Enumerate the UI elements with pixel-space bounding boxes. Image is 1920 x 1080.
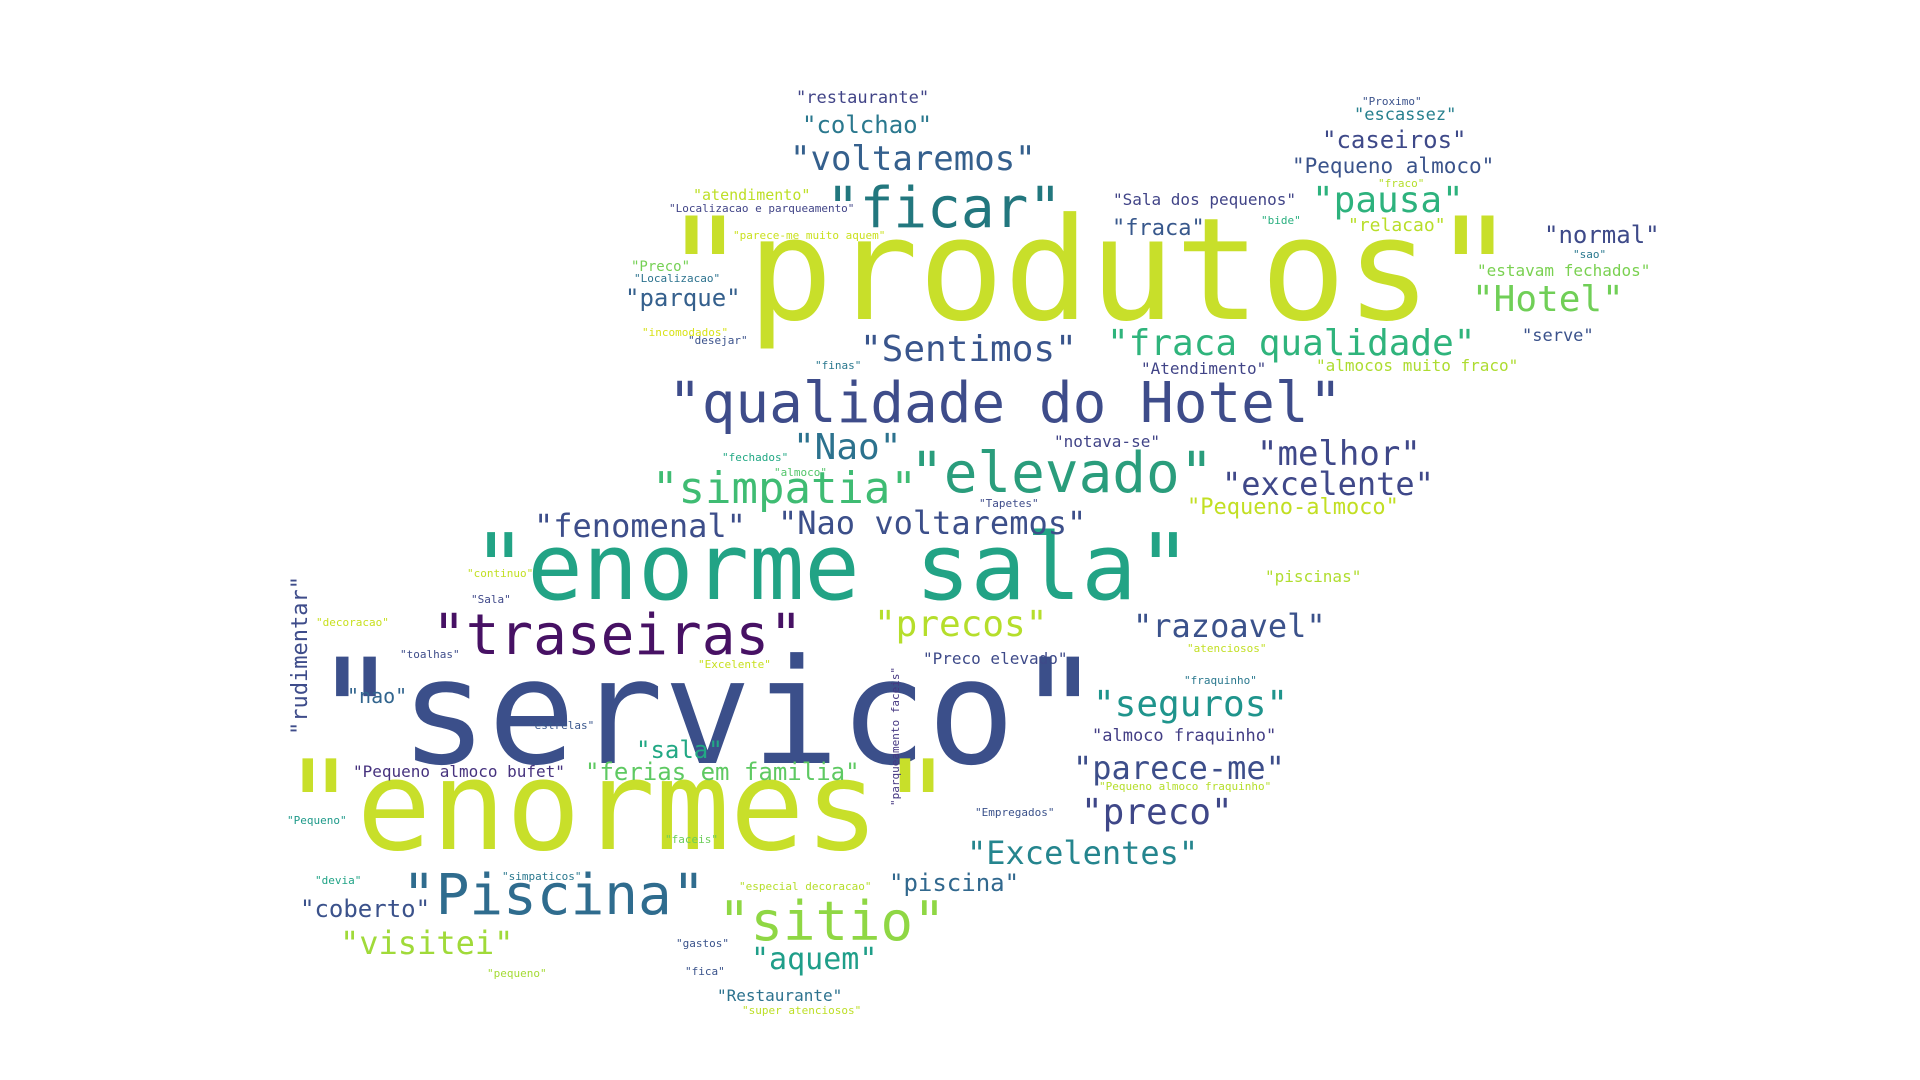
word: "Localizacao e parqueamento" — [669, 202, 855, 215]
word: "Pequeno almoco fraquinho" — [1099, 780, 1272, 793]
word: "serve" — [1522, 326, 1594, 346]
word: "Nao voltaremos" — [778, 504, 1087, 542]
word: "almoco" — [774, 466, 827, 479]
word: "Localizacao" — [634, 272, 721, 285]
word: "melhor" — [1257, 434, 1421, 474]
word: "fraco" — [1378, 177, 1425, 190]
word: "desejar" — [688, 334, 748, 347]
word: "parqueamento faceis" — [889, 666, 902, 806]
word: "elevado" — [910, 441, 1214, 506]
word: "Empregados" — [975, 806, 1055, 819]
word: "escassez" — [1354, 105, 1457, 125]
word: "Piscina" — [402, 863, 706, 928]
word: "almocos muito fraco" — [1316, 356, 1519, 375]
word: "Nao" — [793, 427, 902, 468]
word: "parque" — [625, 284, 741, 312]
word: "restaurante" — [796, 88, 930, 108]
word: "precos" — [874, 604, 1048, 645]
word: "incomodados" — [642, 326, 729, 339]
word: "piscinas" — [1265, 567, 1362, 586]
word: "atenciosos" — [1187, 642, 1267, 655]
word: "atendimento" — [693, 186, 811, 204]
word: "devia" — [315, 874, 362, 887]
word: "almoco fraquinho" — [1092, 726, 1277, 746]
word: "enormes" — [282, 735, 954, 879]
word: "estrelas" — [528, 719, 595, 732]
word: "super atenciosos" — [742, 1004, 862, 1017]
word: "parece-me muito aquem" — [733, 229, 886, 242]
word: "enorme sala" — [472, 514, 1193, 621]
word: "simpatia" — [652, 463, 917, 514]
word: "Preco elevado" — [923, 649, 1068, 668]
word: "Excelentes" — [967, 834, 1199, 872]
word: "sao" — [1573, 248, 1607, 261]
word: "voltaremos" — [790, 139, 1036, 179]
word: "Pequeno almoco bufet" — [353, 762, 565, 781]
word: "fraquinho" — [1184, 674, 1257, 687]
word: "fica" — [685, 965, 725, 978]
word: "Proximo" — [1362, 95, 1422, 108]
word: "pausa" — [1312, 180, 1464, 221]
word: "toalhas" — [400, 648, 460, 661]
word: "Hotel" — [1472, 279, 1624, 320]
word: "finas" — [815, 359, 862, 372]
word: "continuo" — [467, 567, 534, 580]
word: "piscina" — [889, 869, 1020, 897]
word: "Sala" — [471, 593, 511, 606]
word: "fraca qualidade" — [1107, 323, 1476, 364]
word: "caseiros" — [1322, 126, 1467, 154]
word: "traseiras" — [432, 603, 803, 668]
word: "Tapetes" — [979, 497, 1039, 510]
word: "Sala dos pequenos" — [1113, 190, 1297, 209]
word: "preco" — [1081, 792, 1233, 833]
word: "simpaticos" — [502, 870, 582, 883]
word: "ficar" — [826, 176, 1063, 241]
word: "produtos" — [662, 188, 1517, 353]
word: "coberto" — [300, 895, 431, 923]
word: "nao" — [347, 684, 408, 708]
word: "Pequeno almoco" — [1292, 154, 1495, 178]
word: "normal" — [1544, 221, 1660, 249]
word: "Sentimos" — [860, 329, 1077, 370]
word: "razoavel" — [1133, 607, 1326, 645]
word: "sitio" — [718, 890, 946, 953]
word: "visitei" — [340, 924, 514, 962]
word: "decoracao" — [316, 616, 389, 629]
word: "gastos" — [676, 937, 729, 950]
word: "bide" — [1261, 214, 1301, 227]
word: "excelente" — [1222, 465, 1434, 503]
word: "Restaurante" — [717, 986, 843, 1005]
word: "rudimentar" — [288, 576, 313, 735]
word: "fechados" — [722, 451, 789, 464]
word: "pequeno" — [487, 967, 547, 980]
word: "Pequeno" — [287, 814, 347, 827]
word: "especial decoracao" — [739, 880, 872, 893]
word: "fenomenal" — [534, 507, 746, 545]
word: "notava-se" — [1054, 432, 1160, 451]
word: "Pequeno-almoco" — [1187, 495, 1399, 520]
word: "parece-me" — [1073, 749, 1285, 787]
word: "colchao" — [802, 111, 933, 139]
word: "ferias em familia" — [585, 758, 860, 786]
word: "Excelente" — [698, 658, 771, 671]
word: "fraca" — [1112, 216, 1205, 241]
word: "aquem" — [751, 942, 878, 977]
word: "seguros" — [1093, 684, 1289, 725]
word: "estavam fechados" — [1477, 261, 1651, 280]
word: "sala" — [636, 736, 723, 764]
word: "Atendimento" — [1141, 359, 1267, 378]
word: "relacao" — [1348, 215, 1446, 236]
word: "Preco" — [631, 259, 691, 275]
word: "faceis" — [665, 833, 718, 846]
word: "servico" — [312, 628, 1104, 798]
word: "qualidade do Hotel" — [668, 371, 1343, 436]
